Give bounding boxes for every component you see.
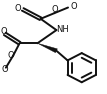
Polygon shape [37, 43, 57, 53]
Text: O: O [52, 5, 58, 14]
Text: O: O [7, 51, 14, 60]
Text: NH: NH [56, 25, 69, 34]
Text: O: O [0, 27, 7, 36]
Text: O: O [15, 4, 21, 13]
Text: O: O [1, 65, 8, 74]
Text: O: O [71, 2, 77, 11]
